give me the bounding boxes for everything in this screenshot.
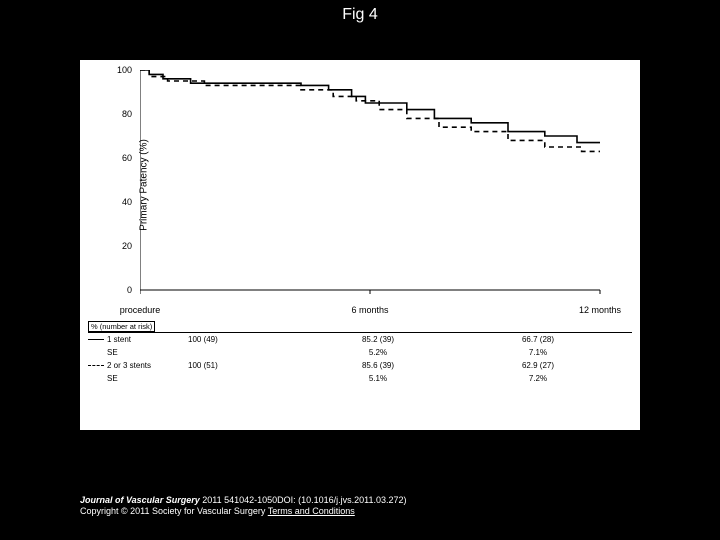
citation-block: Journal of Vascular Surgery 2011 541042-… [80,495,407,518]
cell: 100 (51) [178,361,298,370]
row-label-text: 2 or 3 stents [107,361,151,370]
row-label-text: SE [107,374,118,383]
row-label-1stent: 1 stent [88,335,178,344]
ytick-60: 60 [122,153,132,163]
row-label-2or3: 2 or 3 stents [88,361,178,370]
legend-solid-icon [88,339,104,340]
y-axis-label: Primary Patency (%) [138,139,149,231]
table-row: 2 or 3 stents 100 (51) 85.6 (39) 62.9 (2… [88,359,632,372]
risk-table: % (number at risk) 1 stent 100 (49) 85.2… [88,320,632,385]
cell: 100 (49) [178,335,298,344]
cell: 85.6 (39) [298,361,458,370]
cell: 7.1% [458,348,618,357]
xtick-12months: 12 months [579,305,621,315]
risk-table-header: % (number at risk) [88,321,155,332]
cell: 66.7 (28) [458,335,618,344]
citation-ref: 2011 541042-1050DOI: (10.1016/j.jvs.2011… [200,495,407,505]
slide-title: Fig 4 [0,6,720,24]
row-label-text: 1 stent [107,335,131,344]
row-label-se1: SE [88,348,178,357]
terms-link[interactable]: Terms and Conditions [268,506,355,516]
cell: 7.2% [458,374,618,383]
xtick-6months: 6 months [351,305,388,315]
cell: 5.1% [298,374,458,383]
figure-panel: Primary Patency (%) 0 20 40 60 80 100 pr… [80,60,640,430]
xtick-procedure: procedure [120,305,161,315]
cell: 62.9 (27) [458,361,618,370]
citation-copyright: Copyright © 2011 Society for Vascular Su… [80,506,268,516]
row-label-text: SE [107,348,118,357]
km-chart: Primary Patency (%) 0 20 40 60 80 100 pr… [140,70,610,300]
legend-dash-icon [88,365,104,366]
ytick-20: 20 [122,241,132,251]
ytick-100: 100 [117,65,132,75]
table-row: SE 5.2% 7.1% [88,346,632,359]
series-1-stent [140,70,600,143]
cell: 5.2% [298,348,458,357]
table-row: 1 stent 100 (49) 85.2 (39) 66.7 (28) [88,333,632,346]
cell: 85.2 (39) [298,335,458,344]
chart-svg [140,70,610,300]
row-label-se2: SE [88,374,178,383]
ytick-80: 80 [122,109,132,119]
ytick-0: 0 [127,285,132,295]
ytick-40: 40 [122,197,132,207]
table-row: SE 5.1% 7.2% [88,372,632,385]
citation-journal: Journal of Vascular Surgery [80,495,200,505]
series-2or3-stents [140,70,600,151]
